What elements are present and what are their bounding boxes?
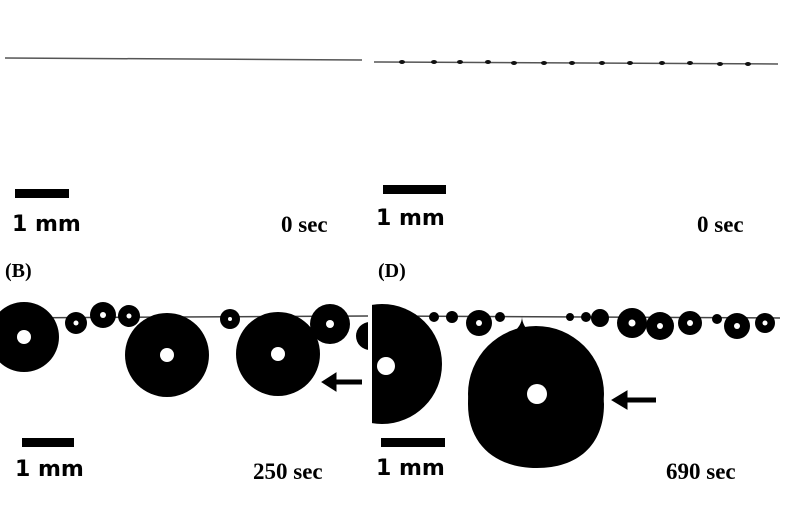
scale-label: 1 mm <box>376 206 445 231</box>
time-label: 690 sec <box>666 459 736 484</box>
scale-bar <box>15 189 69 198</box>
panel-bottom-left <box>0 296 368 496</box>
scale-label: 1 mm <box>376 456 445 481</box>
droplet-highlights <box>17 312 334 362</box>
time-label: 0 sec <box>697 212 744 237</box>
panel-letter-b: (B) <box>5 260 32 282</box>
panel-letter-d: (D) <box>378 260 406 282</box>
droplet-photo <box>4 57 363 61</box>
scale-label: 1 mm <box>15 457 84 482</box>
micro-droplets <box>399 60 751 66</box>
droplet-highlights <box>377 319 768 404</box>
fiber-line <box>372 315 781 319</box>
time-label: 0 sec <box>281 212 328 237</box>
panel-bottom-right <box>372 296 782 496</box>
time-label: 250 sec <box>253 459 323 484</box>
scale-bar <box>22 438 74 447</box>
droplet-photo <box>373 60 779 66</box>
panel-top-right <box>372 40 782 250</box>
scale-label: 1 mm <box>12 212 81 237</box>
panel-top-left <box>0 40 368 250</box>
fiber-line <box>4 57 363 61</box>
droplet-photo <box>372 304 781 468</box>
droplet-photo <box>0 302 368 397</box>
arrow-icon <box>611 390 656 410</box>
fiber-line <box>373 61 779 65</box>
arrow-icon <box>321 372 362 392</box>
scale-bar <box>381 438 445 447</box>
scale-bar <box>383 185 446 194</box>
